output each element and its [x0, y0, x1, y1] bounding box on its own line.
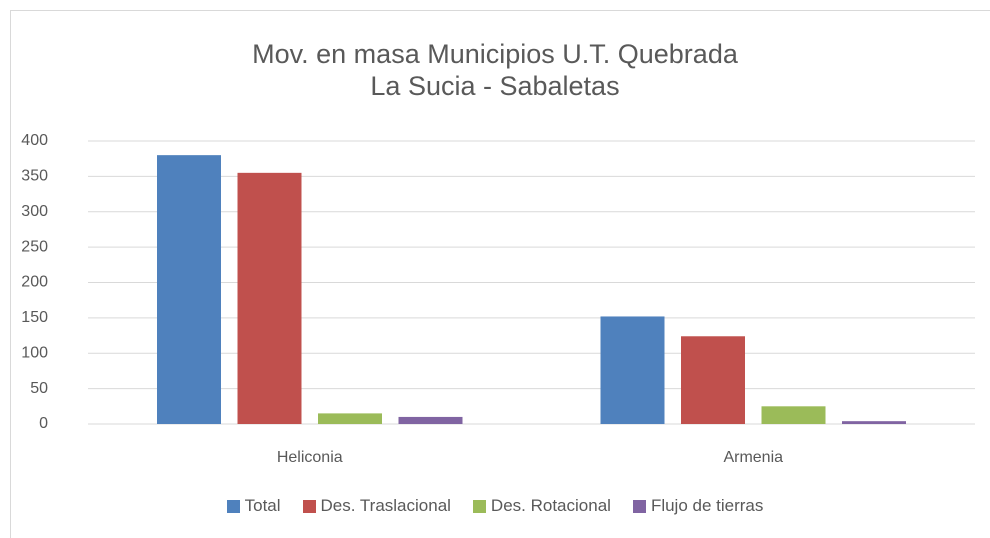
legend-label: Des. Rotacional — [490, 496, 611, 515]
legend-label: Total — [244, 496, 281, 515]
y-tick-label: 150 — [21, 309, 48, 326]
y-tick-label: 350 — [21, 168, 48, 185]
y-tick-label: 200 — [21, 274, 48, 291]
legend-label: Des. Traslacional — [320, 496, 451, 515]
y-tick-label: 250 — [21, 238, 48, 255]
legend-item: Total — [226, 496, 281, 516]
bar — [398, 416, 463, 424]
y-tick-label: 300 — [21, 203, 48, 220]
legend-label: Flujo de tierras — [650, 496, 764, 515]
legend-item: Des. Rotacional — [472, 496, 611, 516]
bar — [681, 336, 745, 424]
chart-title: Mov. en masa Municipios U.T. Quebrada La… — [252, 39, 738, 101]
bar — [237, 172, 302, 424]
legend: Total Des. Traslacional Des. Rotacional Flu… — [0, 496, 990, 516]
y-tick-label: 400 — [21, 132, 48, 149]
bar — [318, 413, 382, 424]
legend-item: Flujo de tierras — [632, 496, 764, 516]
x-tick-label: Armenia — [723, 449, 783, 466]
bar — [600, 316, 665, 424]
bar — [761, 406, 826, 424]
chart-border — [10, 10, 990, 538]
legend-swatch — [632, 499, 646, 513]
legend-swatch — [226, 499, 240, 513]
bar — [157, 155, 221, 424]
bar — [842, 421, 906, 424]
legend-swatch — [472, 499, 486, 513]
y-tick-label: 0 — [39, 415, 48, 432]
x-tick-label: Heliconia — [277, 449, 343, 466]
legend-swatch — [302, 499, 316, 513]
legend-item: Des. Traslacional — [302, 496, 451, 516]
y-tick-label: 100 — [21, 344, 48, 361]
y-tick-label: 50 — [30, 380, 48, 397]
